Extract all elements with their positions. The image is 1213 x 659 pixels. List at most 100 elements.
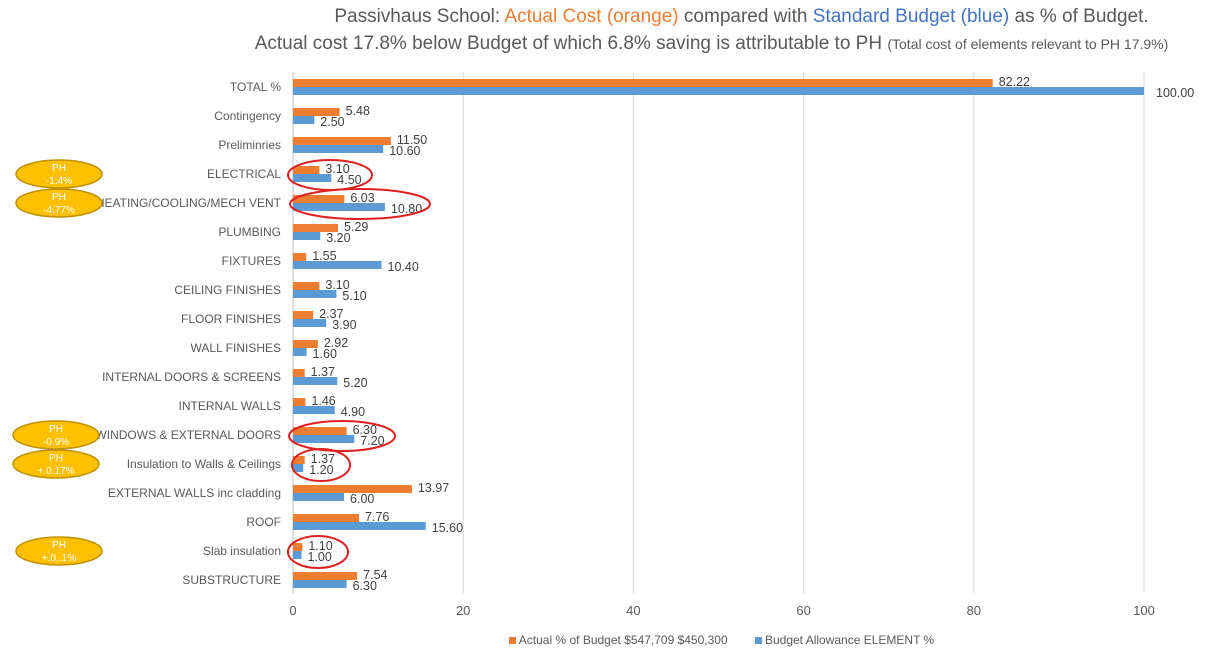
data-label-actual: 5.48 (346, 104, 370, 118)
bar-actual (293, 108, 340, 116)
data-label-actual: 82.22 (999, 75, 1030, 89)
bar-budget (293, 232, 321, 240)
data-label-budget: 10.60 (389, 144, 420, 158)
ph-badge (12, 449, 100, 479)
bar-budget (293, 116, 315, 124)
x-tick-label: 20 (456, 603, 470, 618)
data-label-budget: 2.50 (320, 115, 344, 129)
data-label-budget: 4.90 (341, 405, 365, 419)
ph-badge-title: PH (52, 540, 66, 551)
chart-subtitle: Actual cost 17.8% below Budget of which … (0, 33, 1213, 55)
data-label-actual: 2.92 (324, 336, 348, 350)
data-label-budget: 1.20 (309, 463, 333, 477)
category-label: CEILING FINISHES (174, 283, 281, 297)
ph-badge-value: -0.9% (43, 437, 69, 448)
category-label: EXTERNAL WALLS inc cladding (108, 486, 281, 500)
title-mid: compared with (678, 6, 813, 27)
bar-actual (293, 427, 347, 435)
legend-swatch-budget (754, 637, 762, 645)
bar-actual (293, 166, 320, 174)
legend-item-actual: Actual % of Budget $547,709 $450,300 (508, 633, 728, 647)
highlight-ring (288, 420, 396, 452)
data-label-budget: 1.60 (313, 347, 337, 361)
data-label-actual: 7.76 (365, 510, 389, 524)
data-label-budget: 10.80 (391, 202, 422, 216)
title-actual-label: Actual Cost (orange) (504, 6, 679, 27)
bar-budget (293, 377, 338, 385)
bar-actual (293, 311, 314, 319)
bar-budget (293, 87, 1144, 95)
category-label: Insulation to Walls & Ceilings (127, 457, 281, 471)
bar-budget (293, 580, 347, 588)
data-label-budget: 3.20 (326, 231, 350, 245)
subtitle-note: (Total cost of elements relevant to PH 1… (887, 36, 1169, 52)
x-tick-label: 40 (626, 603, 640, 618)
data-label-actual: 5.29 (344, 220, 368, 234)
legend-item-budget: Budget Allowance ELEMENT % (754, 633, 935, 647)
data-label-actual: 1.46 (311, 394, 335, 408)
data-label-budget: 3.90 (332, 318, 356, 332)
bar-budget (293, 348, 307, 356)
bar-actual (293, 398, 306, 406)
data-label-budget: 6.00 (350, 492, 374, 506)
ph-badge-value: -1.4% (46, 176, 72, 187)
bar-budget (293, 522, 426, 530)
legend-swatch-actual (508, 637, 516, 645)
bar-actual (293, 543, 303, 551)
ph-badge (15, 159, 103, 189)
chart-title: Passivhaus School: Actual Cost (orange) … (0, 6, 1213, 28)
data-label-actual: 1.37 (311, 365, 335, 379)
legend-label-budget: Budget Allowance ELEMENT % (764, 633, 935, 647)
bar-actual (293, 224, 339, 232)
category-label: FLOOR FINISHES (181, 312, 281, 326)
bar-budget (293, 493, 345, 501)
bar-actual (293, 253, 307, 261)
ph-badge-value: -4.77% (43, 205, 75, 216)
bar-actual (293, 137, 391, 145)
bar-budget (293, 174, 332, 182)
category-label: Contingency (214, 109, 281, 123)
category-label: HEATING/COOLING/MECH VENT (96, 196, 282, 210)
bar-budget (293, 551, 302, 559)
data-label-actual: 6.30 (353, 423, 377, 437)
ph-badge (15, 188, 103, 218)
bar-actual (293, 282, 320, 290)
highlight-ring (287, 535, 349, 569)
bar-actual (293, 79, 993, 87)
bar-budget (293, 290, 337, 298)
ph-badge-value: +.0..1% (42, 553, 76, 564)
bar-actual (293, 514, 360, 522)
legend: Actual % of Budget $547,709 $450,300 Bud… (0, 633, 1213, 647)
category-label: INTERNAL WALLS (179, 399, 281, 413)
bar-budget (293, 406, 335, 414)
category-label: INTERNAL DOORS & SCREENS (102, 370, 281, 384)
data-label-actual: 1.55 (312, 249, 336, 263)
data-label-budget: 15.60 (432, 521, 463, 535)
data-label-budget: 1.00 (308, 550, 332, 564)
x-tick-label: 100 (1133, 603, 1155, 618)
bar-budget (293, 145, 384, 153)
data-label-actual: 6.03 (350, 191, 374, 205)
ph-badge-title: PH (49, 453, 63, 464)
category-label: SUBSTRUCTURE (182, 573, 281, 587)
ph-badge (15, 536, 103, 566)
ph-badge-title: PH (52, 192, 66, 203)
data-label-budget: 10.40 (388, 260, 419, 274)
data-label-actual: 2.37 (319, 307, 343, 321)
bar-actual (293, 572, 358, 580)
data-label-actual: 3.10 (325, 162, 349, 176)
legend-label-actual: Actual % of Budget $547,709 $450,300 (518, 633, 728, 647)
category-label: Slab insulation (203, 544, 281, 558)
subtitle-main: Actual cost 17.8% below Budget of which … (254, 33, 888, 54)
data-label-actual: 1.10 (308, 539, 332, 553)
category-label: WALL FINISHES (191, 341, 281, 355)
bar-actual (293, 456, 305, 464)
bar-budget (293, 261, 382, 269)
data-label-budget: 5.20 (343, 376, 367, 390)
ph-badge-value: +.0.17% (38, 466, 75, 477)
data-label-budget: 100.00 (1156, 86, 1194, 100)
ph-badge-title: PH (49, 424, 63, 435)
category-label: WINDOWS & EXTERNAL DOORS (95, 428, 281, 442)
highlight-ring (289, 188, 431, 220)
